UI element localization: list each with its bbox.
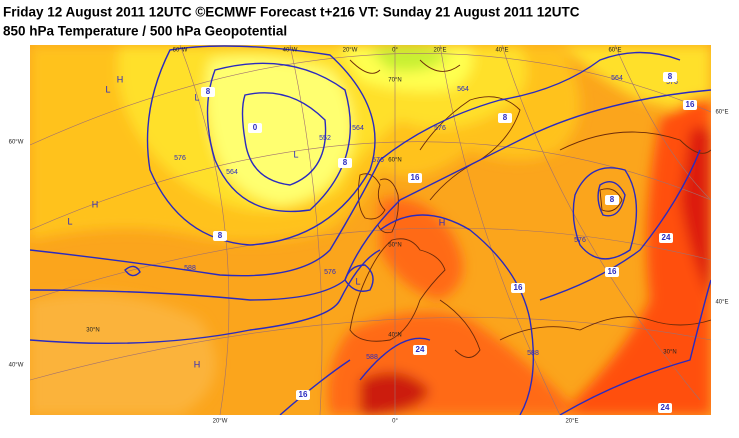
graticule-label: 40°E bbox=[495, 48, 508, 54]
graticule bbox=[30, 45, 711, 415]
temperature-label: 16 bbox=[299, 390, 308, 399]
label-box bbox=[408, 173, 422, 183]
graticule-label: 20°W bbox=[343, 48, 358, 54]
graticule-label: 40°E bbox=[715, 300, 728, 306]
temperature-label: 16 bbox=[686, 100, 695, 109]
graticule-label: 0° bbox=[392, 419, 398, 425]
temperature-label: 8 bbox=[503, 113, 508, 122]
graticule-label: 0° bbox=[392, 48, 398, 54]
pressure-center: L bbox=[293, 149, 298, 159]
geopotential-label: 576 bbox=[574, 237, 586, 244]
label-box bbox=[498, 113, 512, 123]
temperature-label: 24 bbox=[662, 233, 671, 242]
graticule-label: 60°N bbox=[388, 158, 401, 164]
temperature-label: 8 bbox=[610, 195, 615, 204]
graticule-label: 40°W bbox=[9, 363, 24, 369]
title: Friday 12 August 2011 12UTC ©ECMWF Forec… bbox=[3, 5, 580, 20]
pressure-center: H bbox=[194, 359, 201, 369]
graticule-label: 20°E bbox=[433, 48, 446, 54]
graticule-label: 60°E bbox=[608, 48, 621, 54]
pressure-center: H bbox=[439, 217, 446, 227]
graticule-label: 40°N bbox=[388, 333, 401, 339]
pressure-center: H bbox=[117, 74, 124, 84]
graticule-label: 60°W bbox=[173, 48, 188, 54]
graticule-label: 20°W bbox=[213, 419, 228, 425]
geopotential-label: 564 bbox=[611, 75, 623, 82]
geopotential-label: 564 bbox=[226, 169, 238, 176]
graticule-label: 20°E bbox=[565, 419, 578, 425]
geopotential-label: 588 bbox=[527, 350, 539, 357]
geopotential-label: 576 bbox=[372, 157, 384, 164]
geopotential-label: 576 bbox=[434, 125, 446, 132]
graticule-label: 30°N bbox=[663, 350, 676, 356]
temperature-label: 8 bbox=[206, 87, 211, 96]
temperature-label: 24 bbox=[661, 403, 670, 412]
pressure-center: L bbox=[355, 276, 360, 286]
graticule-label: 40°W bbox=[283, 48, 298, 54]
geopotential-label: 564 bbox=[352, 125, 364, 132]
graticule-label: 70°N bbox=[388, 78, 401, 84]
graticule-label: 60°E bbox=[715, 110, 728, 116]
temperature-label: 8 bbox=[668, 72, 673, 81]
contours bbox=[30, 45, 711, 415]
temperature-label: 8 bbox=[218, 231, 223, 240]
temperature-label: 16 bbox=[514, 283, 523, 292]
label-box bbox=[659, 233, 673, 243]
geopotential-label: 564 bbox=[457, 86, 469, 93]
subtitle: 850 hPa Temperature / 500 hPa Geopotenti… bbox=[3, 24, 287, 39]
temperature-label: 16 bbox=[608, 267, 617, 276]
pressure-center: L bbox=[194, 92, 199, 102]
geopotential-label: 576 bbox=[666, 79, 678, 86]
label-box bbox=[248, 123, 262, 133]
geopotential-label: 552 bbox=[319, 135, 331, 142]
label-box bbox=[663, 72, 677, 82]
label-box bbox=[511, 283, 525, 293]
graticule-label: 30°N bbox=[86, 328, 99, 334]
geopotential-label: 576 bbox=[174, 155, 186, 162]
pressure-center: H bbox=[92, 199, 99, 209]
geopotential-label: 576 bbox=[324, 269, 336, 276]
temperature-label: 0 bbox=[253, 123, 258, 132]
label-box bbox=[605, 195, 619, 205]
coastlines bbox=[349, 59, 711, 358]
map-labels: 60°W 40°W 20°W 0° 20°E 40°E 60°E 60°E 60°W 70°N 60… bbox=[9, 48, 729, 425]
graticule-label: 60°W bbox=[9, 140, 24, 146]
map-area bbox=[30, 45, 711, 415]
label-box bbox=[605, 267, 619, 277]
pressure-center: L bbox=[67, 216, 72, 226]
label-box bbox=[683, 100, 697, 110]
label-box bbox=[296, 390, 310, 400]
label-box bbox=[213, 231, 227, 241]
graticule-label: 50°N bbox=[388, 243, 401, 249]
geopotential-label: 588 bbox=[366, 354, 378, 361]
temperature-label: 24 bbox=[416, 345, 425, 354]
temperature-label: 16 bbox=[411, 173, 420, 182]
label-box bbox=[201, 87, 215, 97]
pressure-center: L bbox=[105, 84, 110, 94]
temperature-label: 8 bbox=[343, 158, 348, 167]
label-box bbox=[413, 345, 427, 355]
geopotential-label: 588 bbox=[184, 265, 196, 272]
label-box bbox=[658, 403, 672, 413]
label-box bbox=[338, 158, 352, 168]
